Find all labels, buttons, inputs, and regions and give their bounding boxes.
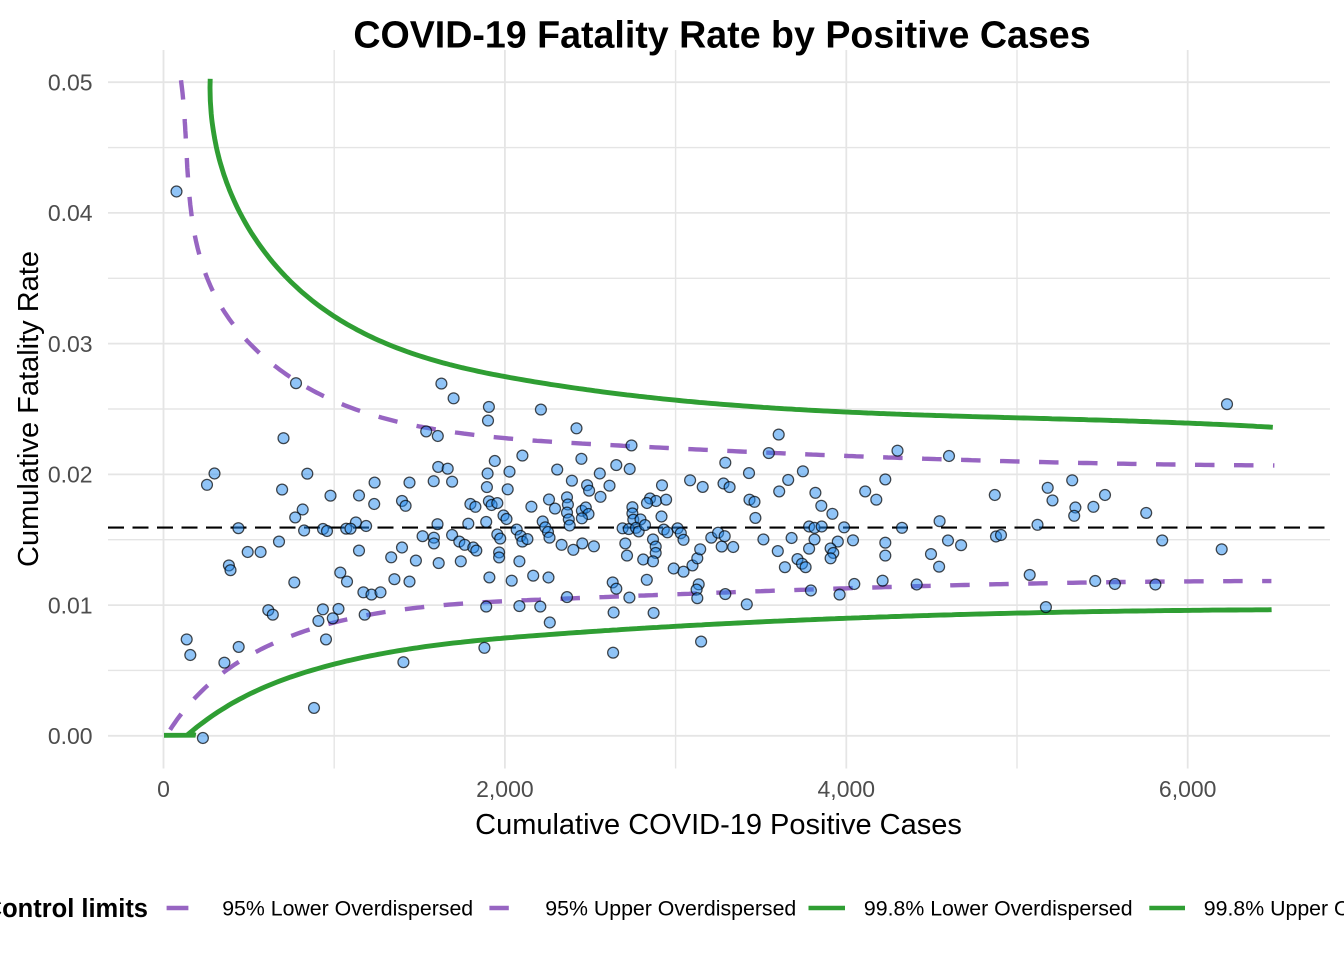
svg-text:0.00: 0.00 [48, 723, 93, 749]
svg-text:0.03: 0.03 [48, 331, 93, 357]
svg-text:2,000: 2,000 [476, 776, 534, 802]
svg-text:95% Lower Overdispersed: 95% Lower Overdispersed [222, 897, 473, 921]
svg-text:0.01: 0.01 [48, 592, 93, 618]
svg-text:0.02: 0.02 [48, 462, 93, 488]
svg-text:6,000: 6,000 [1159, 776, 1217, 802]
svg-text:COVID-19 Fatality Rate by Posi: COVID-19 Fatality Rate by Positive Cases [353, 13, 1090, 55]
svg-text:0.04: 0.04 [48, 200, 93, 226]
svg-text:99.8% Upper Overdispersed: 99.8% Upper Overdispersed [1204, 897, 1344, 921]
svg-text:0.05: 0.05 [48, 70, 93, 96]
svg-text:99.8% Lower Overdispersed: 99.8% Lower Overdispersed [864, 897, 1133, 921]
svg-text:Control limits: Control limits [0, 895, 148, 923]
svg-text:Cumulative Fatality Rate: Cumulative Fatality Rate [13, 251, 45, 567]
svg-text:4,000: 4,000 [818, 776, 876, 802]
svg-text:95% Upper Overdispersed: 95% Upper Overdispersed [545, 897, 796, 921]
svg-text:Cumulative COVID-19 Positive C: Cumulative COVID-19 Positive Cases [475, 809, 962, 841]
svg-text:0: 0 [157, 776, 170, 802]
